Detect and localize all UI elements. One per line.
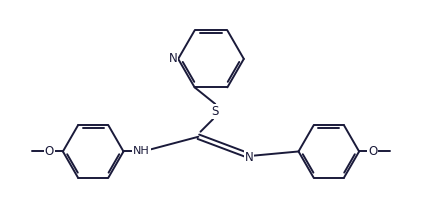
Text: S: S (211, 105, 219, 118)
Text: O: O (45, 145, 54, 158)
Text: N: N (169, 52, 178, 65)
Text: N: N (244, 151, 253, 164)
Text: O: O (368, 145, 377, 158)
Text: NH: NH (133, 146, 150, 156)
